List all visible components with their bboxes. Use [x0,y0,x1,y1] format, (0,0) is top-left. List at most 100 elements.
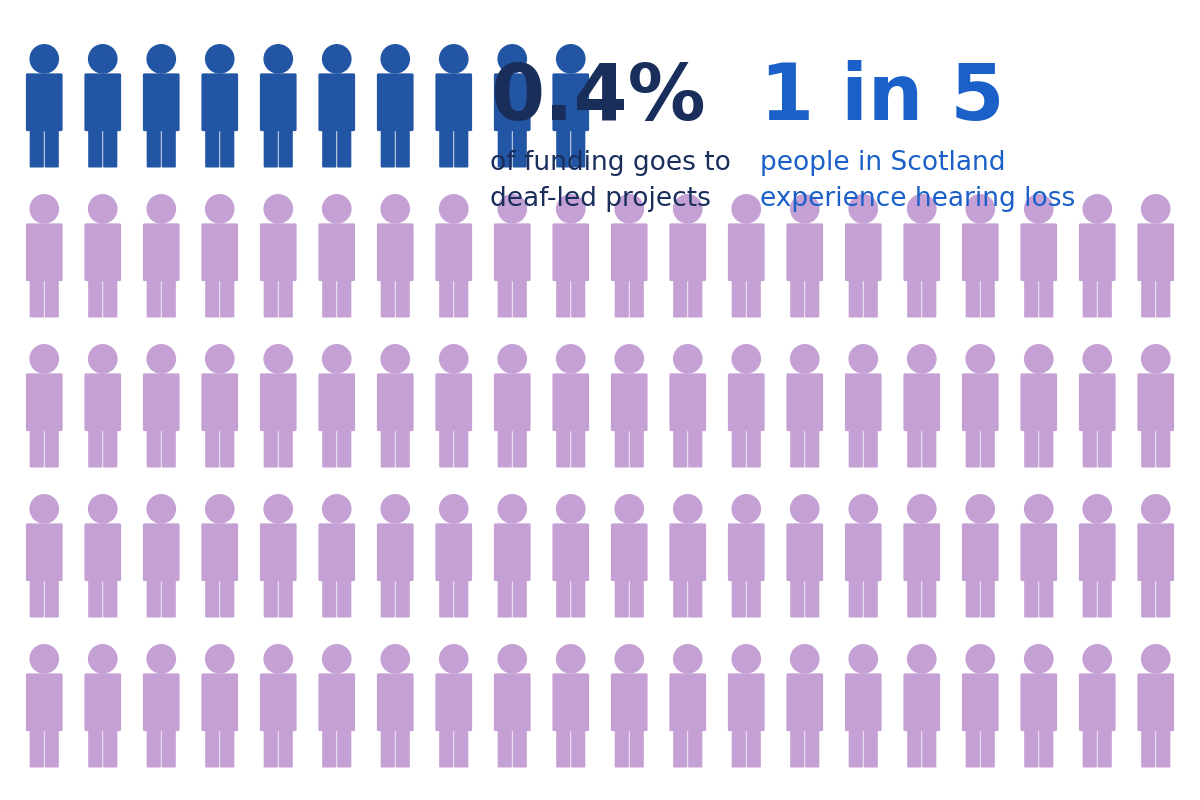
FancyBboxPatch shape [571,275,586,318]
Circle shape [323,345,350,373]
FancyBboxPatch shape [864,275,878,318]
FancyBboxPatch shape [732,425,746,467]
FancyBboxPatch shape [88,275,102,318]
FancyBboxPatch shape [670,523,706,581]
FancyBboxPatch shape [84,223,121,281]
Circle shape [323,494,350,523]
FancyBboxPatch shape [494,74,530,131]
FancyBboxPatch shape [1039,275,1054,318]
FancyBboxPatch shape [162,125,176,167]
FancyBboxPatch shape [512,275,527,318]
FancyBboxPatch shape [556,275,570,318]
Circle shape [205,494,234,523]
FancyBboxPatch shape [552,674,589,731]
FancyBboxPatch shape [845,223,882,281]
FancyBboxPatch shape [1079,674,1116,731]
FancyBboxPatch shape [611,523,648,581]
FancyBboxPatch shape [552,223,589,281]
FancyBboxPatch shape [907,725,922,767]
FancyBboxPatch shape [278,275,293,318]
Circle shape [498,194,527,223]
Circle shape [907,345,936,373]
FancyBboxPatch shape [673,725,688,767]
Circle shape [732,194,761,223]
FancyBboxPatch shape [162,575,176,618]
Circle shape [557,194,584,223]
Circle shape [791,494,818,523]
Circle shape [30,194,59,223]
Circle shape [673,345,702,373]
FancyBboxPatch shape [614,275,629,318]
FancyBboxPatch shape [396,275,410,318]
FancyBboxPatch shape [337,725,352,767]
FancyBboxPatch shape [26,374,62,431]
FancyBboxPatch shape [786,374,823,431]
Circle shape [732,645,761,673]
Circle shape [1084,345,1111,373]
FancyBboxPatch shape [1156,275,1170,318]
FancyBboxPatch shape [396,725,410,767]
FancyBboxPatch shape [907,575,922,618]
Circle shape [1141,194,1170,223]
FancyBboxPatch shape [848,725,863,767]
FancyBboxPatch shape [552,523,589,581]
FancyBboxPatch shape [746,575,761,618]
FancyBboxPatch shape [205,725,220,767]
Circle shape [439,45,468,73]
FancyBboxPatch shape [556,575,570,618]
FancyBboxPatch shape [439,725,454,767]
FancyBboxPatch shape [1079,374,1116,431]
FancyBboxPatch shape [88,575,102,618]
FancyBboxPatch shape [1098,425,1112,467]
Circle shape [382,45,409,73]
FancyBboxPatch shape [922,275,936,318]
FancyBboxPatch shape [673,275,688,318]
FancyBboxPatch shape [377,674,414,731]
FancyBboxPatch shape [907,425,922,467]
FancyBboxPatch shape [786,223,823,281]
FancyBboxPatch shape [322,275,336,318]
FancyBboxPatch shape [494,674,530,731]
FancyBboxPatch shape [1079,223,1116,281]
FancyBboxPatch shape [904,223,940,281]
Circle shape [30,45,59,73]
FancyBboxPatch shape [322,425,336,467]
Circle shape [89,45,116,73]
FancyBboxPatch shape [380,725,395,767]
FancyBboxPatch shape [611,674,648,731]
FancyBboxPatch shape [377,374,414,431]
FancyBboxPatch shape [512,725,527,767]
FancyBboxPatch shape [202,74,238,131]
FancyBboxPatch shape [220,275,234,318]
FancyBboxPatch shape [380,275,395,318]
Circle shape [557,45,584,73]
FancyBboxPatch shape [162,425,176,467]
FancyBboxPatch shape [146,725,161,767]
FancyBboxPatch shape [1039,725,1054,767]
FancyBboxPatch shape [556,725,570,767]
Circle shape [30,345,59,373]
FancyBboxPatch shape [220,425,234,467]
FancyBboxPatch shape [436,674,472,731]
Circle shape [673,194,702,223]
FancyBboxPatch shape [205,575,220,618]
Circle shape [264,345,293,373]
FancyBboxPatch shape [439,575,454,618]
FancyBboxPatch shape [673,425,688,467]
Circle shape [89,494,116,523]
FancyBboxPatch shape [1039,425,1054,467]
Circle shape [1025,645,1052,673]
FancyBboxPatch shape [103,725,118,767]
Circle shape [148,194,175,223]
Circle shape [439,645,468,673]
Circle shape [264,45,293,73]
FancyBboxPatch shape [512,575,527,618]
FancyBboxPatch shape [278,725,293,767]
FancyBboxPatch shape [337,575,352,618]
FancyBboxPatch shape [1020,674,1057,731]
Circle shape [966,645,995,673]
FancyBboxPatch shape [1020,223,1057,281]
FancyBboxPatch shape [454,275,468,318]
FancyBboxPatch shape [205,275,220,318]
FancyBboxPatch shape [1098,725,1112,767]
